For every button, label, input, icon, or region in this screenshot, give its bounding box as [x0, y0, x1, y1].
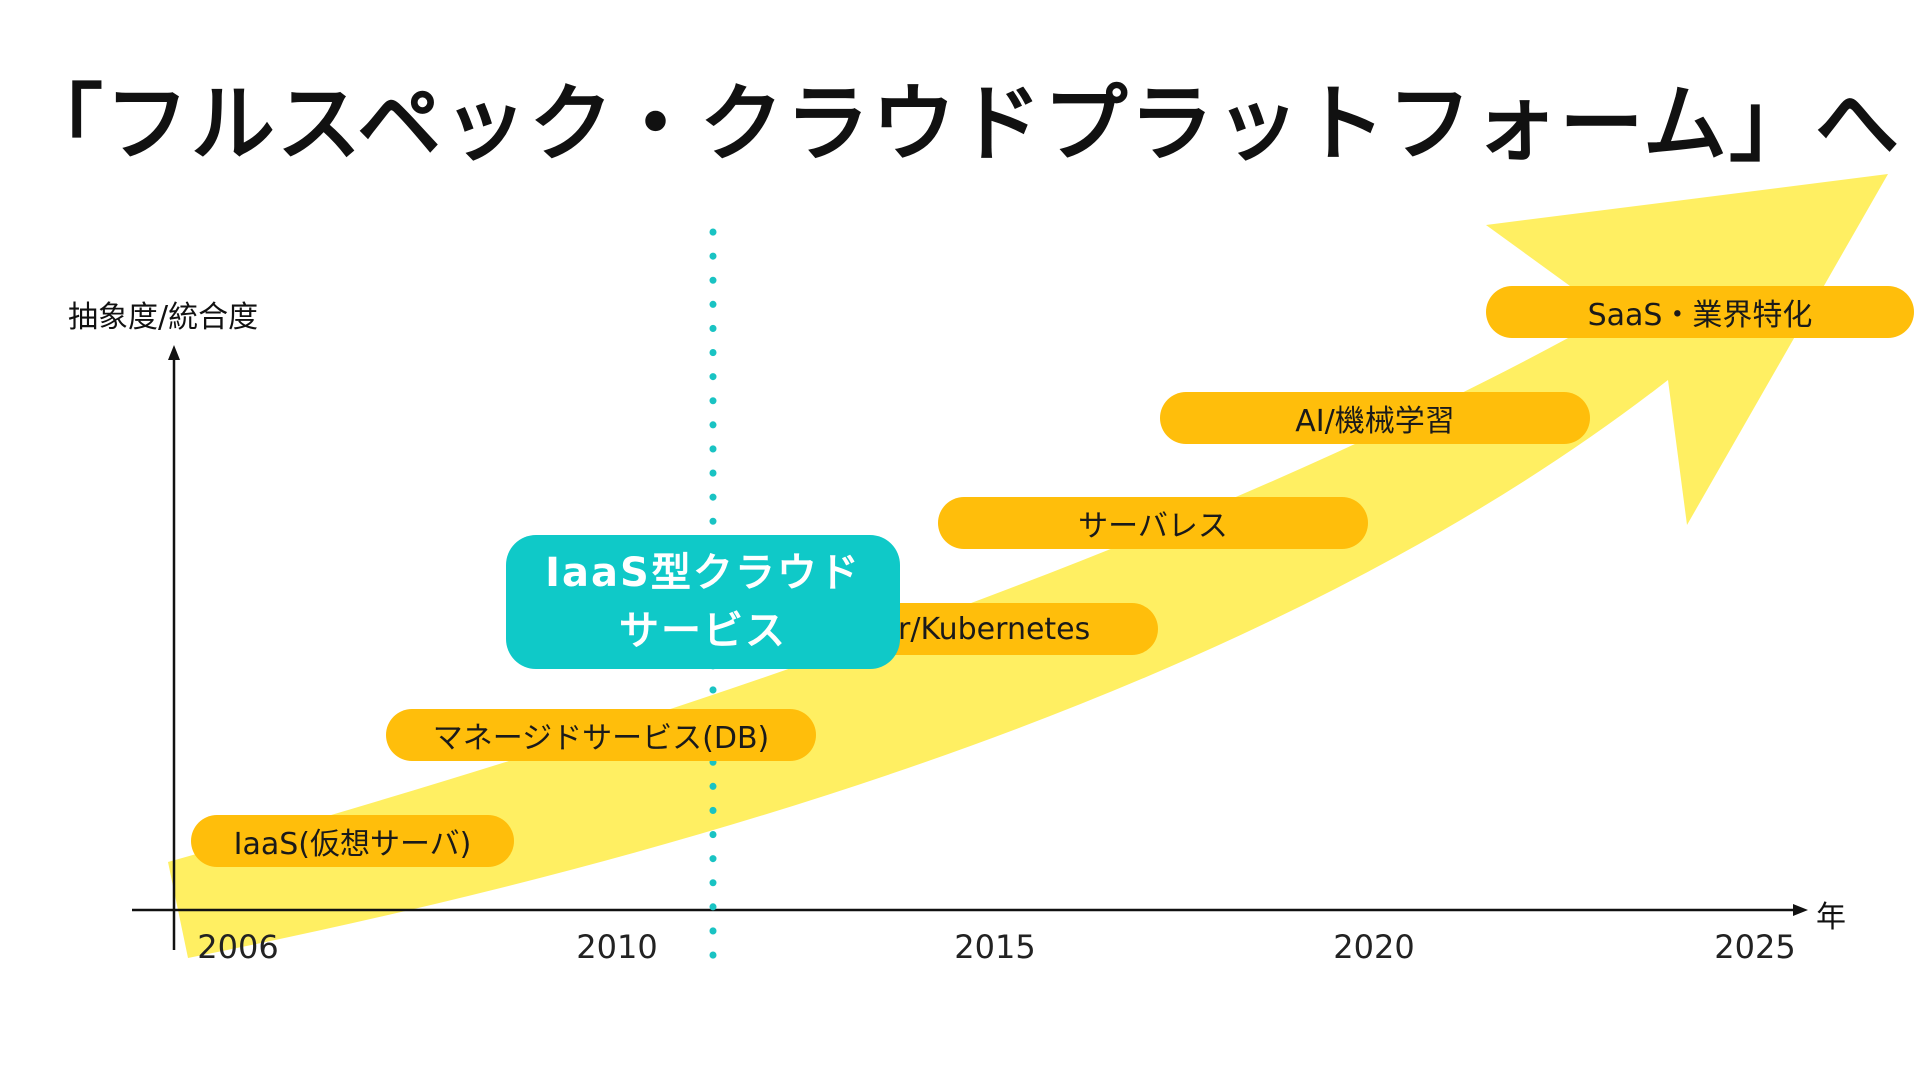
x-tick-label: 2006 — [197, 928, 279, 966]
y-axis-label: 抽象度/統合度 — [68, 300, 259, 335]
x-tick-label: 2025 — [1714, 928, 1796, 966]
x-tick-label: 2020 — [1333, 928, 1415, 966]
callout-line-1: IaaS型クラウド — [545, 550, 861, 596]
iaas-cloud-callout: IaaS型クラウド サービス — [506, 535, 900, 669]
growth-arrow — [168, 174, 1888, 958]
stage-pill-saas: SaaS・業界特化 — [1486, 286, 1914, 338]
x-tick-label: 2015 — [954, 928, 1036, 966]
stage-pill-ai-ml: AI/機械学習 — [1160, 392, 1590, 444]
callout-line-2: サービス — [619, 608, 787, 654]
stage-pill-managed-services: マネージドサービス(DB) — [386, 709, 816, 761]
page-title: 「フルスペック・クラウドプラットフォーム」へ — [19, 75, 1901, 173]
x-axis-label: 年 — [1816, 900, 1846, 935]
y-axis-arrowhead — [168, 345, 180, 360]
x-tick-label: 2010 — [576, 928, 658, 966]
x-axis-arrowhead — [1793, 904, 1808, 916]
stage-pill-serverless: サーバレス — [938, 497, 1368, 549]
stage-pill-iaas: IaaS(仮想サーバ) — [191, 815, 514, 867]
